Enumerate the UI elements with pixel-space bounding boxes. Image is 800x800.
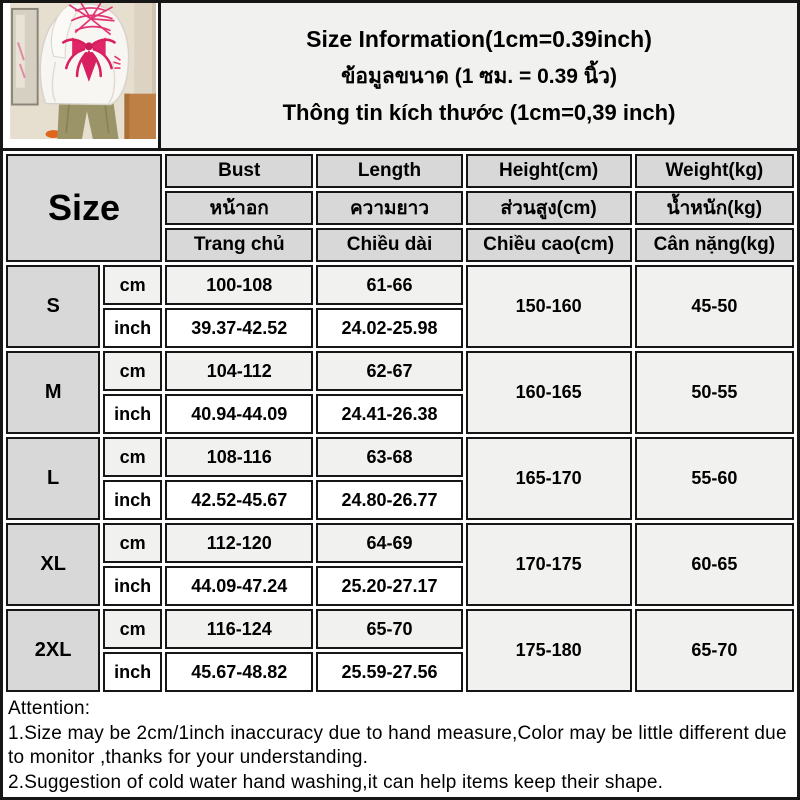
attention-note-2: 2.Suggestion of cold water hand washing,… bbox=[8, 772, 664, 794]
length-cm-2xl: 65-70 bbox=[316, 609, 463, 649]
length-inch-m: 24.41-26.38 bbox=[316, 394, 463, 434]
length-inch-s: 24.02-25.98 bbox=[316, 308, 463, 348]
col-header-weight-th: น้ำหนัก(kg) bbox=[634, 191, 794, 225]
length-cm-s: 61-66 bbox=[316, 265, 463, 305]
unit-cm: cm bbox=[103, 437, 163, 477]
header-row-th: หน้าอก ความยาว ส่วนสูง(cm) น้ำหนัก(kg) bbox=[6, 191, 794, 225]
weight-s: 45-50 bbox=[634, 265, 794, 348]
attention-section: Attention: 1.Size may be 2cm/1inch inacc… bbox=[3, 695, 797, 797]
unit-inch: inch bbox=[103, 308, 163, 348]
unit-cm: cm bbox=[103, 265, 163, 305]
attention-heading: Attention: bbox=[8, 698, 91, 719]
height-xl: 170-175 bbox=[465, 523, 632, 606]
height-m: 160-165 bbox=[465, 351, 632, 434]
bust-inch-xl: 44.09-47.24 bbox=[165, 566, 314, 606]
row-l-cm: L cm 108-116 63-68 165-170 55-60 bbox=[6, 437, 794, 520]
attention-note-1: 1.Size may be 2cm/1inch inaccuracy due t… bbox=[8, 722, 787, 769]
size-header-cell: Size bbox=[6, 154, 163, 262]
row-m-cm: M cm 104-112 62-67 160-165 50-55 bbox=[6, 351, 794, 434]
length-cm-xl: 64-69 bbox=[316, 523, 463, 563]
col-header-length-vi: Chiều dài bbox=[316, 228, 463, 262]
row-m-inch: inch 40.94-44.09 24.41-26.38 bbox=[6, 394, 794, 434]
unit-cm: cm bbox=[103, 351, 163, 391]
title-vietnamese: Thông tin kích thước (1cm=0,39 inch) bbox=[282, 99, 676, 125]
bust-cm-xl: 112-120 bbox=[165, 523, 314, 563]
weight-xl: 60-65 bbox=[634, 523, 794, 606]
col-header-height-th: ส่วนสูง(cm) bbox=[465, 191, 632, 225]
top-section: Size Information(1cm=0.39inch) ข้อมูลขนา… bbox=[3, 3, 797, 151]
height-l: 165-170 bbox=[465, 437, 632, 520]
row-s-cm: S cm 100-108 61-66 150-160 45-50 bbox=[6, 265, 794, 348]
product-photo bbox=[3, 3, 158, 148]
title-thai: ข้อมูลขนาด (1 ซม. = 0.39 นิ้ว) bbox=[341, 64, 617, 88]
size-label-s: S bbox=[6, 265, 101, 348]
height-s: 150-160 bbox=[465, 265, 632, 348]
col-header-bust-th: หน้าอก bbox=[165, 191, 314, 225]
col-header-height-en: Height(cm) bbox=[465, 154, 632, 188]
col-header-weight-en: Weight(kg) bbox=[634, 154, 794, 188]
unit-inch: inch bbox=[103, 566, 163, 606]
col-header-length-en: Length bbox=[316, 154, 463, 188]
length-cm-l: 63-68 bbox=[316, 437, 463, 477]
header-row-vi: Trang chủ Chiều dài Chiều cao(cm) Cân nặ… bbox=[6, 228, 794, 262]
unit-inch: inch bbox=[103, 652, 163, 692]
unit-inch: inch bbox=[103, 480, 163, 520]
row-xl-inch: inch 44.09-47.24 25.20-27.17 bbox=[6, 566, 794, 606]
length-inch-xl: 25.20-27.17 bbox=[316, 566, 463, 606]
weight-m: 50-55 bbox=[634, 351, 794, 434]
bust-cm-2xl: 116-124 bbox=[165, 609, 314, 649]
size-label-m: M bbox=[6, 351, 101, 434]
col-header-length-th: ความยาว bbox=[316, 191, 463, 225]
weight-l: 55-60 bbox=[634, 437, 794, 520]
bust-cm-m: 104-112 bbox=[165, 351, 314, 391]
col-header-bust-en: Bust bbox=[165, 154, 314, 188]
row-2xl-cm: 2XL cm 116-124 65-70 175-180 65-70 bbox=[6, 609, 794, 692]
row-xl-cm: XL cm 112-120 64-69 170-175 60-65 bbox=[6, 523, 794, 606]
row-l-inch: inch 42.52-45.67 24.80-26.77 bbox=[6, 480, 794, 520]
bust-cm-s: 100-108 bbox=[165, 265, 314, 305]
row-s-inch: inch 39.37-42.52 24.02-25.98 bbox=[6, 308, 794, 348]
col-header-weight-vi: Cân nặng(kg) bbox=[634, 228, 794, 262]
product-photo-illustration bbox=[10, 3, 156, 139]
row-2xl-inch: inch 45.67-48.82 25.59-27.56 bbox=[6, 652, 794, 692]
unit-cm: cm bbox=[103, 523, 163, 563]
bust-inch-s: 39.37-42.52 bbox=[165, 308, 314, 348]
col-header-height-vi: Chiều cao(cm) bbox=[465, 228, 632, 262]
height-2xl: 175-180 bbox=[465, 609, 632, 692]
bust-inch-2xl: 45.67-48.82 bbox=[165, 652, 314, 692]
bust-inch-l: 42.52-45.67 bbox=[165, 480, 314, 520]
size-table: Size Bust Length Height(cm) Weight(kg) ห… bbox=[3, 151, 797, 695]
weight-2xl: 65-70 bbox=[634, 609, 794, 692]
size-label-l: L bbox=[6, 437, 101, 520]
length-inch-l: 24.80-26.77 bbox=[316, 480, 463, 520]
col-header-bust-vi: Trang chủ bbox=[165, 228, 314, 262]
size-label-2xl: 2XL bbox=[6, 609, 101, 692]
unit-inch: inch bbox=[103, 394, 163, 434]
size-info-title-block: Size Information(1cm=0.39inch) ข้อมูลขนา… bbox=[158, 3, 797, 148]
unit-cm: cm bbox=[103, 609, 163, 649]
size-label-xl: XL bbox=[6, 523, 101, 606]
length-cm-m: 62-67 bbox=[316, 351, 463, 391]
length-inch-2xl: 25.59-27.56 bbox=[316, 652, 463, 692]
bust-cm-l: 108-116 bbox=[165, 437, 314, 477]
bust-inch-m: 40.94-44.09 bbox=[165, 394, 314, 434]
title-english: Size Information(1cm=0.39inch) bbox=[306, 25, 652, 52]
header-row-en: Size Bust Length Height(cm) Weight(kg) bbox=[6, 154, 794, 262]
